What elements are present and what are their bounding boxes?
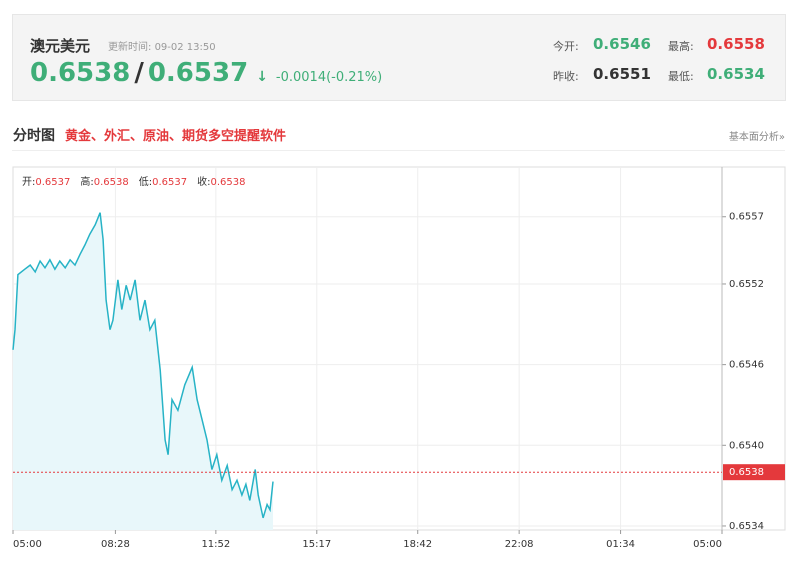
y-tick-label: 0.6552 <box>729 279 764 290</box>
quote-header <box>12 14 786 101</box>
stat-value: 0.6546 <box>593 35 651 53</box>
ask-price: 0.6537 <box>147 58 249 88</box>
quote-value: 0.6537 <box>35 177 70 188</box>
y-tick-label: 0.6540 <box>729 440 764 451</box>
quote-value: 0.6538 <box>94 177 129 188</box>
last-price-label: 0.6538 <box>729 467 764 478</box>
stat-label: 今开: <box>553 40 579 53</box>
quote-row: 开:0.6537 高:0.6538 低:0.6537 收:0.6538 <box>22 175 246 188</box>
price-area <box>13 212 273 530</box>
x-tick-label: 05:00 <box>693 539 722 550</box>
y-tick-label: 0.6546 <box>729 360 764 371</box>
bid-price: 0.6538 <box>30 58 131 88</box>
instrument-title: 澳元美元 <box>30 37 91 55</box>
divider <box>12 150 785 151</box>
x-tick-label: 05:00 <box>13 539 42 550</box>
price-line <box>12 212 274 519</box>
y-tick-label: 0.6557 <box>729 212 764 223</box>
stat-label: 最高: <box>668 40 694 53</box>
analysis-link[interactable]: 基本面分析» <box>728 132 785 143</box>
stat-value: 0.6558 <box>707 35 765 53</box>
section-title: 分时图 <box>13 128 55 144</box>
update-label: 更新时间: <box>108 42 152 53</box>
quote-label: 收: <box>197 175 210 188</box>
stat-value: 0.6534 <box>707 65 765 83</box>
update-time: 更新时间: 09-02 13:50 <box>108 38 216 53</box>
stat-value: 0.6551 <box>593 65 651 83</box>
quote-label: 开: <box>22 177 35 188</box>
x-tick-label: 18:42 <box>403 539 432 550</box>
x-tick-label: 22:08 <box>505 539 534 550</box>
quote-label: 高: <box>80 175 93 188</box>
change-arrow: ↓ <box>256 69 268 85</box>
x-tick-label: 08:28 <box>101 539 130 550</box>
promo-link[interactable]: 黄金、外汇、原油、期货多空提醒软件 <box>65 129 287 144</box>
x-tick-label: 15:17 <box>302 539 331 550</box>
x-tick-label: 11:52 <box>201 539 230 550</box>
price-change: -0.0014(-0.21%) <box>275 70 383 85</box>
quote-value: 0.6537 <box>152 177 187 188</box>
last-price-box <box>723 464 785 481</box>
stat-label: 昨收: <box>553 70 579 83</box>
stat-label: 最低: <box>668 70 694 83</box>
quote-value: 0.6538 <box>211 177 246 188</box>
price-row: 0.6538 / 0.6537 ↓ -0.0014(-0.21%) <box>30 58 382 88</box>
price-separator: / <box>134 58 144 88</box>
update-value: 09-02 13:50 <box>154 42 216 53</box>
x-tick-label: 01:34 <box>606 539 635 550</box>
y-tick-label: 0.6534 <box>729 521 764 532</box>
quote-label: 低: <box>139 175 152 188</box>
